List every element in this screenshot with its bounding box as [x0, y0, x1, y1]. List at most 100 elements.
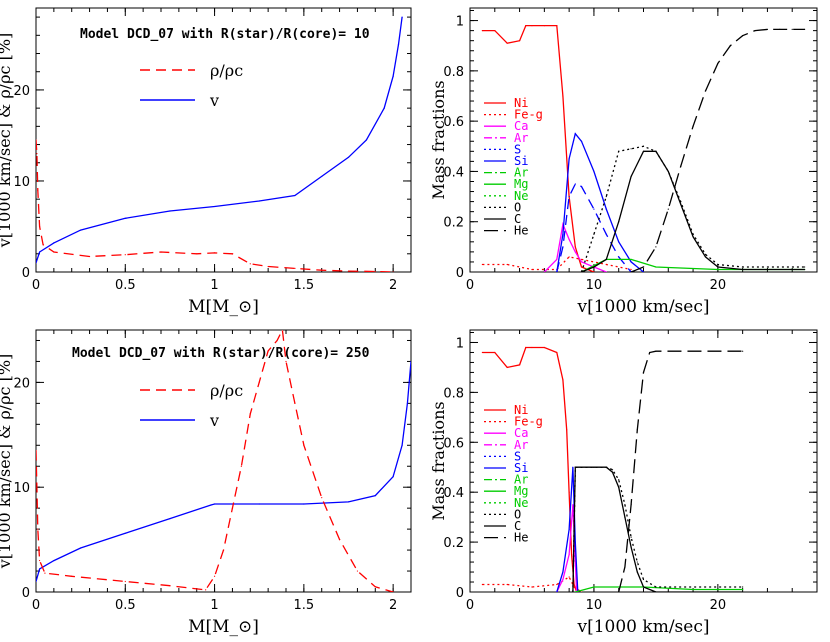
x-tick-label: 10: [586, 278, 603, 293]
data-point-he: [655, 350, 657, 352]
data-point-rho: [249, 413, 251, 415]
series-line-ni: [482, 346, 578, 592]
legend-label: Ar: [514, 131, 528, 145]
legend-label: S: [514, 449, 521, 463]
data-point-o: [804, 266, 806, 268]
data-point-c: [642, 586, 645, 588]
data-point-he: [630, 271, 632, 272]
series-line-si: [556, 132, 644, 272]
y-tick-label: 0.6: [443, 115, 464, 130]
legend-label: v: [209, 91, 219, 110]
chart-title: Model DCD_07 with R(star)/R(core)= 10: [80, 27, 370, 42]
data-point-si: [605, 208, 607, 210]
data-point-c: [574, 466, 576, 468]
series-line-fe-g: [482, 256, 632, 271]
data-point-o: [655, 586, 657, 588]
x-tick-label: 0.5: [115, 598, 136, 613]
data-point-fe-g: [568, 576, 570, 578]
data-point-rho: [38, 225, 41, 228]
data-point-v: [124, 217, 126, 219]
data-point-ni: [568, 491, 570, 493]
data-point-o: [742, 586, 744, 588]
legend-label: Si: [514, 461, 528, 475]
data-point-v: [210, 504, 212, 506]
data-point-ca: [605, 271, 607, 272]
legend-label: Ni: [514, 403, 528, 417]
data-point-rho: [294, 402, 296, 404]
legend-label: C: [514, 519, 521, 533]
data-point-rho: [374, 586, 376, 588]
data-point-rho: [267, 350, 269, 352]
legend-label: Fe-g: [514, 108, 543, 122]
data-point-v: [124, 532, 126, 534]
data-point-rho: [36, 486, 38, 488]
legend-label: Mg: [514, 177, 528, 191]
data-point-mg: [574, 591, 576, 592]
data-point-s: [605, 233, 607, 235]
data-point-si: [562, 571, 564, 573]
data-point-c: [611, 471, 614, 473]
data-point-o: [642, 145, 645, 147]
data-point-rho: [285, 360, 287, 363]
data-point-c: [742, 591, 744, 592]
data-point-rho: [88, 255, 91, 258]
y-tick-label: 0.8: [443, 386, 464, 401]
data-point-c: [580, 271, 583, 272]
x-tick-label: 0: [466, 598, 474, 613]
y-tick-label: 0: [456, 266, 464, 281]
data-point-ni: [481, 351, 483, 354]
y-tick-label: 0: [22, 586, 30, 601]
data-point-c: [624, 516, 626, 518]
data-point-v: [169, 518, 171, 520]
data-point-ca: [543, 271, 545, 272]
data-point-he: [729, 45, 731, 47]
data-point-ni: [593, 271, 595, 272]
legend-label: Fe-g: [514, 415, 543, 429]
legend-label: Ca: [514, 426, 528, 440]
data-point-o: [593, 233, 595, 235]
data-point-he: [717, 62, 719, 64]
data-point-rho: [249, 263, 251, 265]
data-point-ni: [506, 366, 508, 369]
data-point-rho: [169, 585, 171, 587]
series-line-c: [581, 150, 805, 272]
data-point-ni: [556, 25, 558, 27]
data-point-fe-g: [531, 586, 533, 588]
x-tick-label: 2: [389, 598, 397, 613]
data-point-rho: [294, 267, 296, 269]
data-point-s: [574, 183, 576, 185]
data-point-ni: [580, 266, 583, 268]
x-axis-label: M[M_⊙]: [188, 617, 259, 637]
data-point-ni: [494, 30, 496, 32]
data-point-ni: [573, 583, 575, 586]
data-point-si: [630, 261, 632, 263]
data-point-rho: [276, 339, 278, 342]
y-tick-label: 20: [13, 376, 30, 391]
data-point-si: [574, 541, 576, 543]
data-point-he: [655, 246, 657, 248]
data-point-rho: [38, 559, 41, 562]
series-line-c: [572, 466, 743, 592]
data-point-c: [618, 221, 620, 223]
data-point-ca: [562, 578, 564, 581]
y-tick-label: 1: [456, 336, 464, 351]
data-point-ni: [574, 246, 576, 248]
data-point-fe-g: [481, 583, 483, 586]
data-point-ca: [568, 238, 570, 240]
data-point-v: [36, 580, 37, 583]
data-point-o: [605, 195, 607, 198]
series-line-v: [36, 361, 411, 582]
data-point-o: [630, 148, 632, 150]
data-point-ca: [568, 553, 570, 556]
data-point-v: [80, 229, 82, 231]
y-tick-label: 0.6: [443, 436, 464, 451]
y-tick-label: 10: [13, 175, 30, 190]
data-point-ni: [494, 351, 496, 354]
data-point-s: [618, 256, 620, 258]
data-point-v: [401, 444, 403, 446]
data-point-si: [562, 233, 564, 235]
plot-frame: [35, 329, 412, 593]
data-point-he: [766, 28, 769, 30]
series-line-rho: [36, 330, 394, 592]
